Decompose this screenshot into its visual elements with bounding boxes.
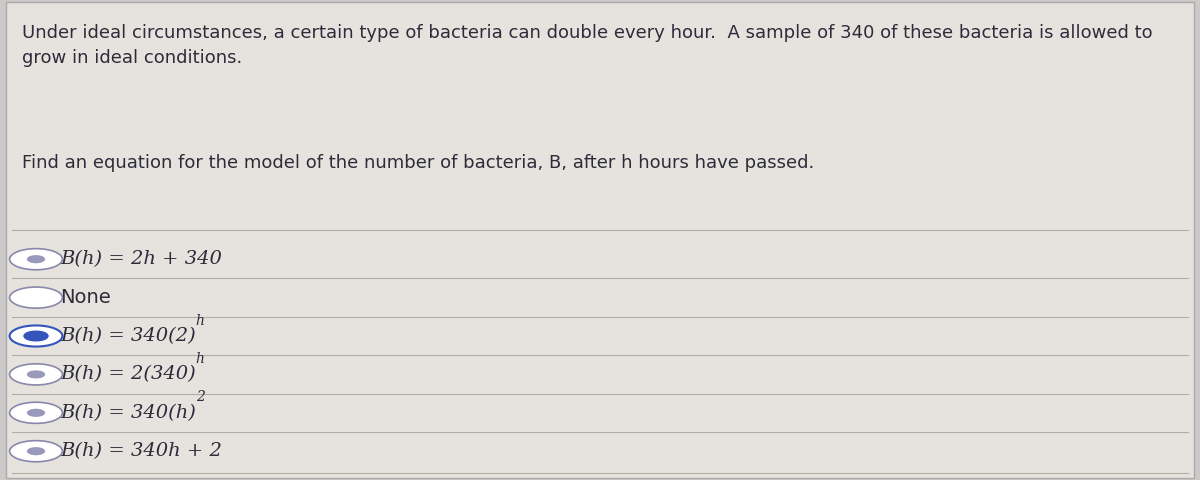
Circle shape — [10, 402, 62, 423]
Text: B(h) = 340h + 2: B(h) = 340h + 2 — [60, 442, 222, 460]
Circle shape — [28, 256, 44, 263]
Circle shape — [28, 371, 44, 378]
Circle shape — [24, 331, 48, 341]
Circle shape — [10, 249, 62, 270]
Circle shape — [10, 287, 62, 308]
Circle shape — [28, 409, 44, 416]
Text: B(h) = 2(340): B(h) = 2(340) — [60, 365, 196, 384]
Text: None: None — [60, 288, 110, 307]
Circle shape — [10, 364, 62, 385]
Text: B(h) = 340(h): B(h) = 340(h) — [60, 404, 196, 422]
Text: h: h — [196, 313, 205, 328]
Text: Find an equation for the model of the number of bacteria, B, after h hours have : Find an equation for the model of the nu… — [22, 154, 814, 171]
Circle shape — [28, 448, 44, 455]
Text: B(h) = 340(2): B(h) = 340(2) — [60, 327, 196, 345]
Text: h: h — [196, 352, 205, 366]
Circle shape — [10, 325, 62, 347]
Text: B(h) = 2h + 340: B(h) = 2h + 340 — [60, 250, 222, 268]
Text: Under ideal circumstances, a certain type of bacteria can double every hour.  A : Under ideal circumstances, a certain typ… — [22, 24, 1152, 67]
FancyBboxPatch shape — [6, 2, 1194, 478]
Text: 2: 2 — [196, 390, 205, 405]
Circle shape — [10, 441, 62, 462]
